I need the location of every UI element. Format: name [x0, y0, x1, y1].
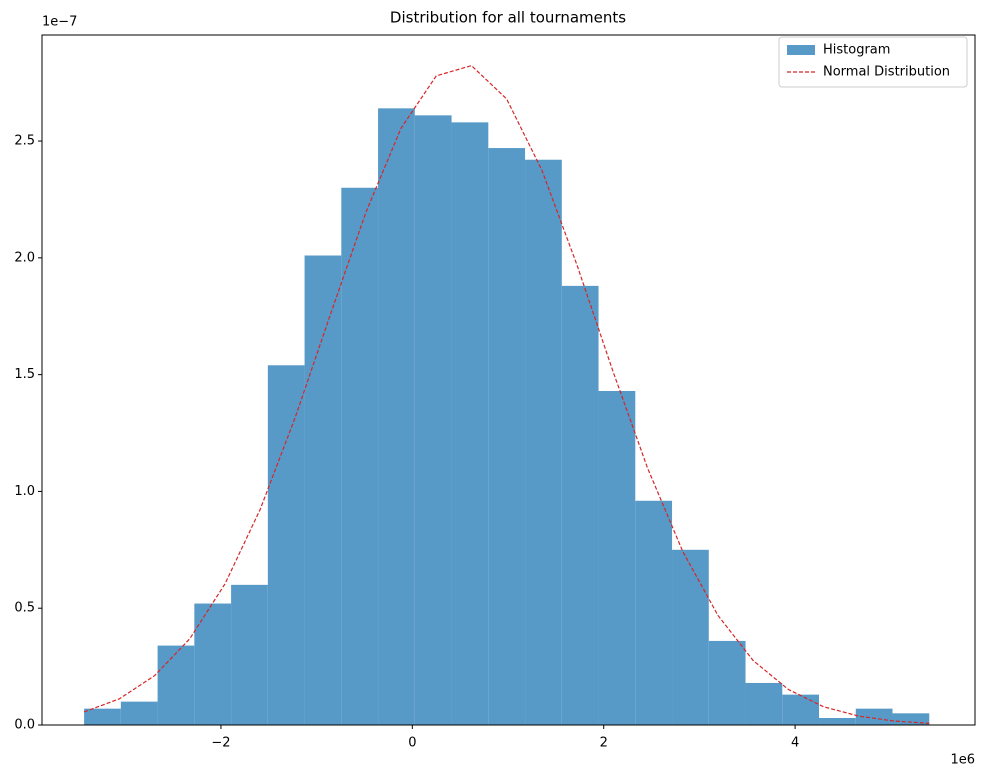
histogram-bar — [120, 701, 158, 725]
legend-swatch — [787, 45, 815, 55]
x-tick-label: −2 — [211, 736, 230, 751]
histogram-bar — [782, 694, 820, 725]
histogram-bar — [745, 682, 783, 725]
histogram-bar — [84, 708, 121, 725]
histogram-bar — [561, 285, 599, 725]
y-tick-label: 1.0 — [14, 484, 35, 499]
histogram-bar — [194, 603, 232, 725]
histogram-bar — [414, 115, 452, 726]
x-offset-label: 1e6 — [950, 753, 975, 768]
legend-label: Histogram — [823, 43, 890, 58]
histogram-bar — [598, 390, 636, 725]
histogram-bar — [855, 708, 893, 725]
histogram-bar — [635, 500, 673, 725]
y-offset-label: 1e−7 — [42, 15, 77, 30]
x-tick-label: 0 — [408, 736, 416, 751]
y-tick-label: 0.0 — [14, 718, 35, 733]
histogram-bar — [231, 584, 268, 725]
normal-curve — [83, 64, 930, 724]
histogram-bar — [819, 717, 856, 725]
histogram-bar — [267, 365, 305, 725]
x-tick-label: 2 — [600, 736, 608, 751]
y-tick-label: 1.5 — [14, 367, 35, 382]
histogram-bar — [708, 640, 746, 725]
y-tick-label: 2.5 — [14, 134, 35, 149]
y-tick-label: 0.5 — [14, 601, 35, 616]
legend-label: Normal Distribution — [823, 65, 950, 80]
axes-frame — [41, 34, 976, 726]
histogram-bar — [451, 122, 489, 726]
histogram-bar — [892, 713, 930, 725]
histogram-bar — [341, 187, 379, 726]
y-tick-label: 2.0 — [14, 250, 35, 265]
histogram-bar — [378, 108, 415, 726]
histogram-bar — [525, 159, 562, 726]
legend-box — [778, 36, 968, 88]
histogram-bar — [672, 549, 709, 725]
histogram-bar — [488, 148, 526, 726]
histogram-bar — [157, 645, 195, 725]
histogram-bar — [304, 255, 342, 725]
chart-title: Distribution for all tournaments — [390, 9, 626, 27]
x-tick-label: 4 — [791, 736, 799, 751]
